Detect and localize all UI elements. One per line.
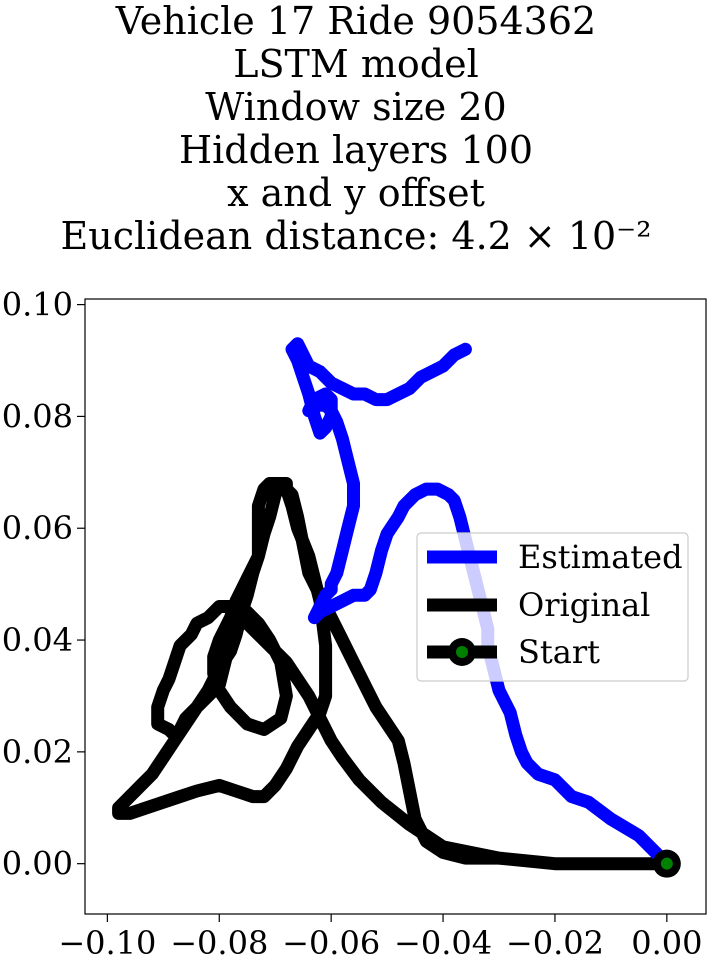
title-line-window: Window size 20 [205, 85, 507, 129]
series-line-original [112, 477, 674, 871]
title-line-vehicle: Vehicle 17 Ride 9054362 [115, 0, 597, 43]
x-tick-label: −0.06 [282, 924, 380, 962]
y-tick-label: 0.08 [2, 397, 73, 435]
legend-marker-dot [456, 646, 468, 658]
legend-label-estimated: Estimated [518, 538, 683, 576]
x-tick-label: −0.08 [170, 924, 268, 962]
y-tick-label: 0.00 [2, 845, 73, 883]
title-line-model: LSTM model [233, 42, 479, 86]
legend-label-start: Start [518, 633, 600, 671]
y-tick-label: 0.04 [2, 621, 73, 659]
title-line-offset: x and y offset [227, 171, 485, 215]
chart-title: Vehicle 17 Ride 9054362 LSTM model Windo… [0, 0, 712, 258]
legend: Estimated Original Start [416, 532, 689, 682]
legend-box [416, 532, 689, 682]
legend-label-original: Original [518, 586, 650, 624]
y-tick-label: 0.10 [2, 286, 73, 324]
x-tick-label: −0.04 [394, 924, 492, 962]
axis-ticks: −0.10 −0.08 −0.06 −0.04 −0.02 0.00 0.00 0.02 0.0… [2, 286, 703, 962]
title-line-hidden: Hidden layers 100 [178, 128, 534, 172]
start-marker-dot [660, 857, 673, 870]
x-tick-label: −0.02 [506, 924, 604, 962]
plot-frame [84, 298, 707, 915]
title-line-distance: Euclidean distance: 4.2 × 10⁻² [60, 214, 652, 258]
x-tick-label: 0.00 [631, 924, 702, 962]
x-tick-label: −0.10 [58, 924, 156, 962]
y-tick-label: 0.02 [2, 733, 73, 771]
y-tick-label: 0.06 [2, 509, 73, 547]
